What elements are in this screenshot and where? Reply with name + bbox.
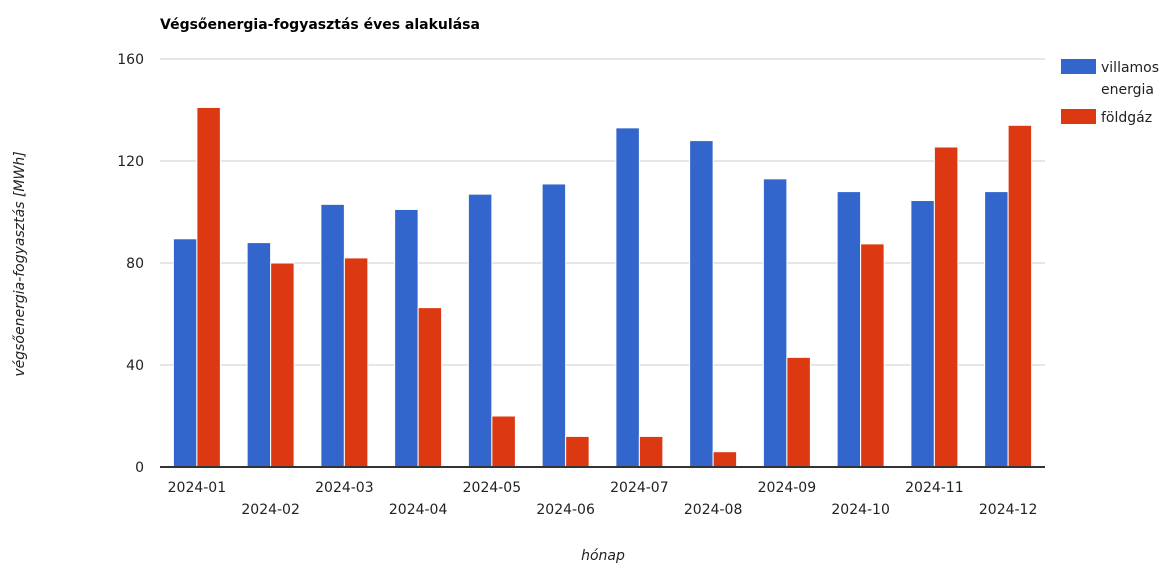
x-tick-label: 2024-01 <box>168 480 227 496</box>
x-tick-label: 2024-09 <box>758 480 817 496</box>
bar-villamos-energia-2024-01 <box>172 238 198 468</box>
bar-villamos-energia-2024-06 <box>541 183 567 468</box>
bar-foldgaz-2024-12 <box>1007 124 1033 468</box>
chart-title: Végsőenergia-fogyasztás éves alakulása <box>160 17 480 33</box>
y-tick-label: 40 <box>126 358 144 374</box>
x-tick-label: 2024-02 <box>241 502 300 518</box>
x-tick-label: 2024-08 <box>684 502 743 518</box>
bar-villamos-energia-2024-12 <box>984 191 1009 468</box>
legend-label-villamos-energia: villamos energia <box>1101 60 1159 98</box>
y-axis-title: végsőenergia-fogyasztás [MWh] <box>12 151 28 376</box>
y-tick-label: 160 <box>117 52 144 68</box>
gridlines <box>160 58 1045 366</box>
x-tick-label: 2024-06 <box>536 502 595 518</box>
x-tick-label: 2024-12 <box>979 502 1038 518</box>
bar-foldgaz-2024-06 <box>565 435 590 468</box>
bar-foldgaz-2024-07 <box>638 435 664 468</box>
bar-villamos-energia-2024-09 <box>762 178 788 468</box>
bar-villamos-energia-2024-08 <box>689 140 714 468</box>
y-tick-label: 80 <box>126 256 144 272</box>
bars <box>172 106 1033 468</box>
legend-swatch-villamos-energia <box>1061 59 1096 74</box>
x-axis-ticks: 2024-01 2024-02 2024-03 2024-04 2024-05 2024-… <box>168 480 1038 518</box>
x-axis-title: hónap <box>581 548 625 564</box>
bar-villamos-energia-2024-07 <box>615 127 640 468</box>
bar-foldgaz-2024-09 <box>786 356 811 468</box>
bar-foldgaz-2024-05 <box>491 415 516 468</box>
x-tick-label: 2024-10 <box>831 502 890 518</box>
legend: villamos energia földgáz <box>1061 59 1159 126</box>
bar-foldgaz-2024-03 <box>343 257 369 468</box>
x-tick-label: 2024-04 <box>389 502 448 518</box>
x-tick-label: 2024-07 <box>610 480 669 496</box>
bar-villamos-energia-2024-11 <box>910 200 935 468</box>
bar-villamos-energia-2024-03 <box>320 203 345 468</box>
y-tick-label: 120 <box>117 154 144 170</box>
bar-villamos-energia-2024-05 <box>467 193 493 468</box>
bar-foldgaz-2024-01 <box>196 106 221 468</box>
bar-villamos-energia-2024-10 <box>836 191 862 468</box>
bar-villamos-energia-2024-04 <box>394 208 419 468</box>
x-tick-label: 2024-05 <box>463 480 522 496</box>
bar-foldgaz-2024-11 <box>933 146 959 468</box>
x-tick-label: 2024-11 <box>905 480 964 496</box>
bar-foldgaz-2024-08 <box>712 451 738 468</box>
legend-label-foldgaz: földgáz <box>1101 110 1152 126</box>
bar-foldgaz-2024-04 <box>417 307 443 468</box>
bar-villamos-energia-2024-02 <box>246 242 272 468</box>
bar-foldgaz-2024-02 <box>270 262 295 468</box>
bar-foldgaz-2024-10 <box>860 243 885 468</box>
x-tick-label: 2024-03 <box>315 480 374 496</box>
legend-swatch-foldgaz <box>1061 109 1096 124</box>
y-axis-ticks: 0 40 80 120 160 <box>117 52 144 476</box>
y-tick-label: 0 <box>135 460 144 476</box>
